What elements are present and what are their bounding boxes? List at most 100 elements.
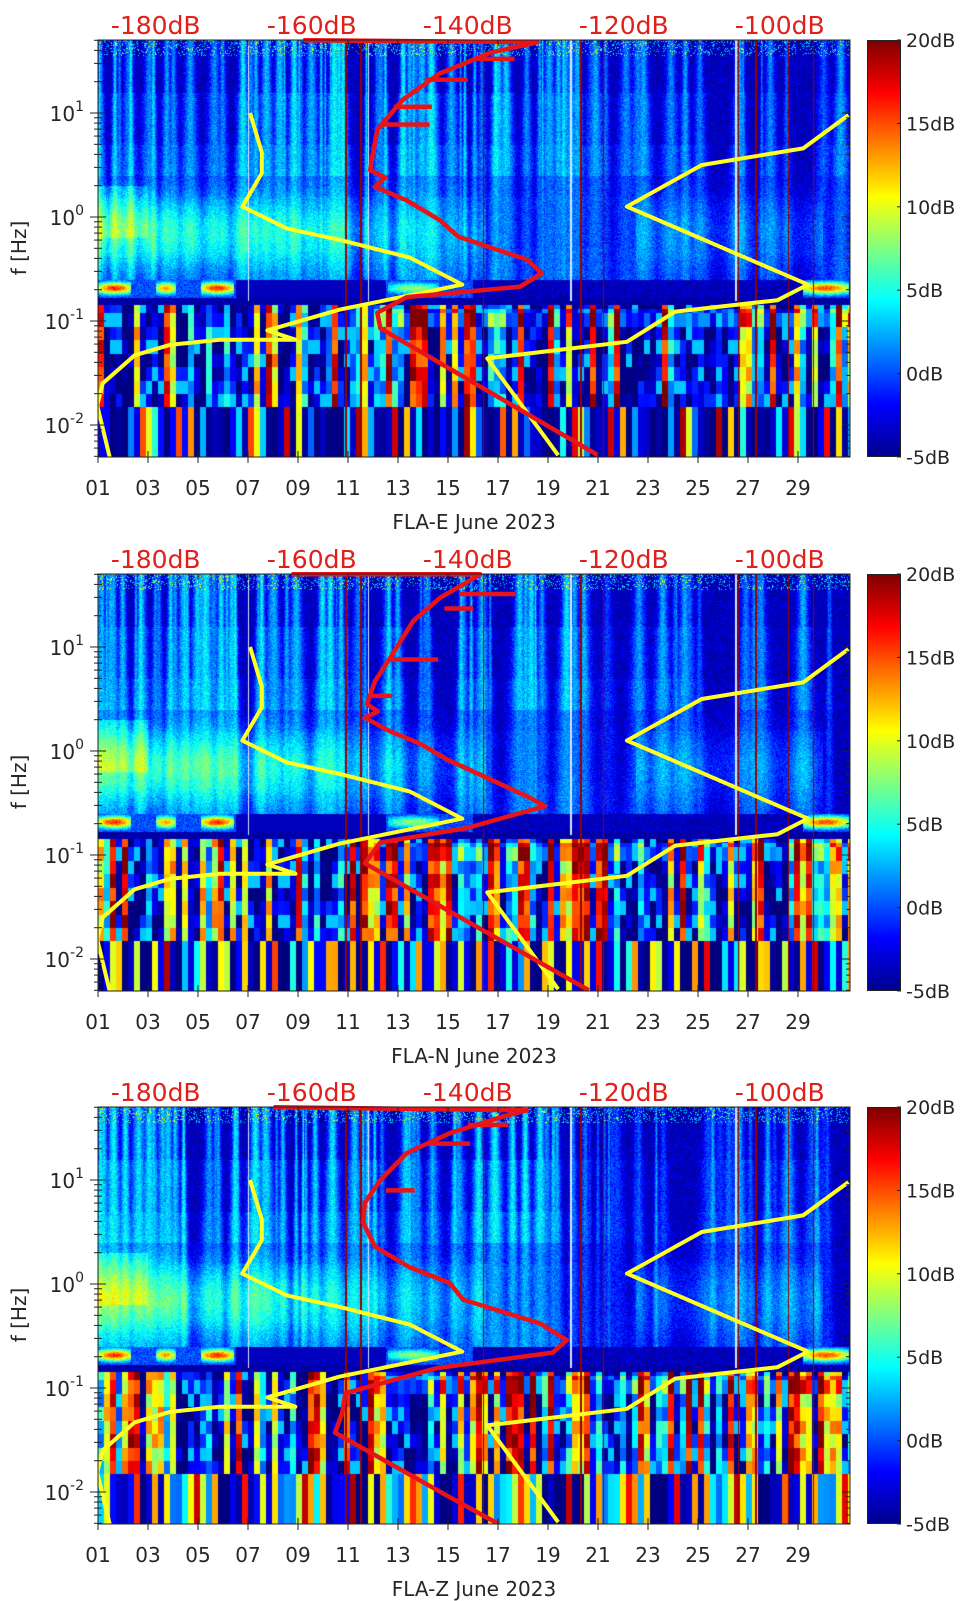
x-tick-label: 15 [435,1010,460,1034]
y-tick-exponent: -2 [70,1478,84,1494]
y-tick-label: 100 [50,1270,84,1297]
y-tick-label: 10-1 [45,307,84,334]
colorbar-tick-label: 10dB [906,730,955,752]
y-tick-base: 10 [45,414,70,438]
y-axis-label: f [Hz] [7,754,31,809]
top-db-label: -120dB [579,1078,669,1107]
x-tick-label: 29 [785,1543,810,1567]
x-tick-label: 01 [85,1010,110,1034]
x-tick-label: 11 [335,1543,360,1567]
y-tick-exponent: 1 [75,633,84,649]
x-tick-label: 29 [785,476,810,500]
y-tick-label: 100 [50,737,84,764]
y-tick-label: 101 [50,633,84,660]
colorbar [867,40,901,457]
x-axis-label: FLA-N June 2023 [391,1044,557,1068]
spectrogram-panel-fla-z: 01 03 05 07 09 11 13 15 17 19 21 23 25 27 29 FLA-Z June… [0,1067,962,1601]
x-axis-label: FLA-E June 2023 [392,510,555,534]
colorbar-tick-label: 0dB [906,364,943,386]
top-db-label: -140dB [423,545,513,574]
high-noise-model-line [485,113,850,457]
top-db-label: -100dB [735,11,825,40]
x-tick-label: 09 [285,476,310,500]
x-tick-label: 13 [385,476,410,500]
x-tick-label: 27 [735,1543,760,1567]
colorbar-tick-label: -5dB [906,1514,950,1536]
top-db-label: -100dB [735,1078,825,1107]
x-tick-label: 21 [585,1010,610,1034]
x-tick-label: 13 [385,1010,410,1034]
low-noise-model-line [98,645,465,991]
y-tick-base: 10 [50,740,75,764]
colorbar-tick-label: -5dB [906,447,950,469]
x-tick-label: 25 [685,1010,710,1034]
x-axis-label: FLA-Z June 2023 [392,1577,556,1601]
top-db-label: -160dB [267,1078,357,1107]
y-tick-label: 101 [50,99,84,126]
x-tick-label: 25 [685,1543,710,1567]
y-tick-exponent: 1 [75,1166,84,1182]
y-tick-base: 10 [50,636,75,660]
y-tick-label: 10-2 [45,1478,84,1505]
x-tick-label: 23 [635,476,660,500]
top-db-label: -180dB [111,11,201,40]
curves [98,1104,850,1524]
y-tick-base: 10 [45,948,70,972]
curves [98,571,850,991]
colorbar-tick-label: -5dB [906,981,950,1003]
colorbar-tick-label: 15dB [906,113,955,135]
x-tick-label: 07 [235,1010,260,1034]
top-db-label: -100dB [735,545,825,574]
y-tick-base: 10 [45,310,70,334]
x-tick-label: 01 [85,476,110,500]
x-tick-label: 27 [735,1010,760,1034]
x-tick-label: 19 [535,1010,560,1034]
x-tick-label: 05 [185,1010,210,1034]
x-tick-label: 05 [185,476,210,500]
y-tick-label: 10-1 [45,1374,84,1401]
station-noise-profile-line [273,1104,570,1524]
x-tick-label: 07 [235,1543,260,1567]
y-tick-label: 10-1 [45,841,84,868]
y-tick-exponent: 0 [75,737,84,753]
colorbar-tick-label: 20dB [906,564,955,586]
y-tick-exponent: -2 [70,411,84,427]
high-noise-model-line [485,646,850,990]
plot-frame [97,573,851,991]
top-db-label: -120dB [579,545,669,574]
top-db-label: -180dB [111,1078,201,1107]
x-tick-label: 21 [585,1543,610,1567]
y-tick-exponent: -1 [70,841,84,857]
curves [98,37,850,457]
colorbar-tick-label: 20dB [906,1097,955,1119]
x-tick-label: 07 [235,476,260,500]
x-tick-label: 01 [85,1543,110,1567]
x-tick-label: 03 [135,1543,160,1567]
station-noise-profile-line [303,37,600,457]
top-db-label: -180dB [111,545,201,574]
x-tick-label: 03 [135,1010,160,1034]
x-tick-label: 11 [335,476,360,500]
x-tick-label: 17 [485,476,510,500]
x-tick-label: 09 [285,1543,310,1567]
y-tick-base: 10 [50,102,75,126]
top-db-label: -140dB [423,1078,513,1107]
plot-frame [97,39,851,458]
y-tick-exponent: -2 [70,945,84,961]
y-tick-exponent: 0 [75,1270,84,1286]
y-tick-base: 10 [45,1481,70,1505]
x-tick-label: 17 [485,1543,510,1567]
y-tick-base: 10 [45,844,70,868]
station-noise-profile-line [291,571,590,991]
top-db-label: -160dB [267,545,357,574]
colorbar-tick-label: 15dB [906,647,955,669]
x-tick-label: 21 [585,476,610,500]
colorbar-tick-label: 5dB [906,1347,943,1369]
x-tick-label: 13 [385,1543,410,1567]
spectrogram-panel-fla-n: 01 03 05 07 09 11 13 15 17 19 21 23 25 27 29 FLA-N June… [0,534,962,1068]
colorbar [867,1107,901,1524]
x-tick-label: 19 [535,476,560,500]
y-axis-label: f [Hz] [7,1288,31,1343]
